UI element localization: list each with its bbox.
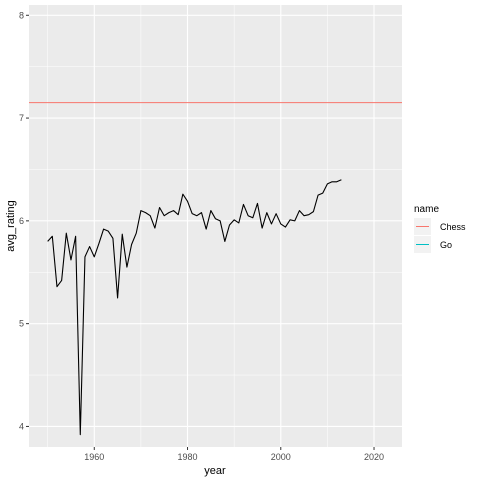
y-tick-label: 7 (19, 113, 24, 123)
x-tick-label: 1960 (84, 452, 104, 462)
legend: name Chess Go (414, 204, 466, 253)
legend-label-chess: Chess (440, 222, 466, 232)
series-line (47, 179, 342, 436)
y-tick-label: 8 (19, 10, 24, 20)
legend-title: name (414, 204, 439, 215)
y-tick-label: 4 (19, 421, 24, 431)
minor-gridlines (29, 5, 402, 447)
y-tick-label: 6 (19, 216, 24, 226)
x-axis-title: year (204, 465, 226, 477)
x-axis-ticks: 1960 1980 2000 2020 (84, 447, 384, 462)
y-axis-ticks: 4 5 6 7 8 (19, 10, 29, 431)
x-tick-label: 1980 (178, 452, 198, 462)
rating-series (47, 179, 342, 436)
major-gridlines (29, 5, 402, 447)
panel-background (29, 5, 402, 447)
y-tick-label: 5 (19, 319, 24, 329)
y-axis-title: avg_rating (5, 200, 17, 251)
x-tick-label: 2020 (364, 452, 384, 462)
legend-label-go: Go (440, 240, 452, 250)
x-tick-label: 2000 (271, 452, 291, 462)
